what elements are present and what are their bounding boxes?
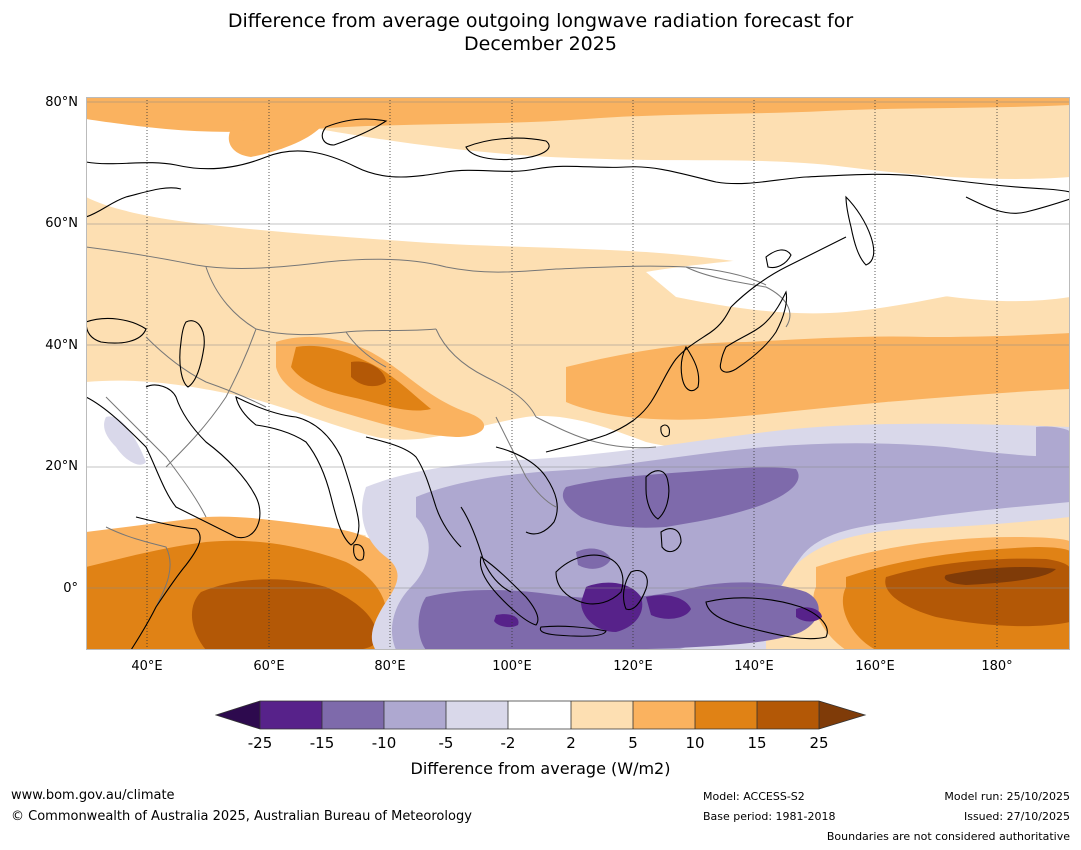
- colorbar: [214, 700, 867, 734]
- anomaly-region-lt-m15: [494, 582, 822, 632]
- website-link[interactable]: www.bom.gov.au/climate: [11, 788, 175, 803]
- colorbar-extend-low: [216, 701, 260, 729]
- country-boundaries: [86, 246, 791, 608]
- lat-label-80n: 80°N: [45, 95, 78, 110]
- lon-label-120e: 120°E: [613, 659, 653, 674]
- map-title: Difference from average outgoing longwav…: [0, 10, 1081, 56]
- olr-anomaly-map: [86, 97, 1070, 650]
- lon-label-160e: 160°E: [855, 659, 895, 674]
- colorbar-svg: [214, 700, 867, 730]
- colorbar-bin-2-5: [571, 701, 633, 729]
- model-run-date: Model run: 25/10/2025: [944, 790, 1070, 803]
- colorbar-tick: 2: [566, 734, 576, 752]
- colorbar-tick: -10: [371, 734, 397, 752]
- colorbar-bin-m2-2: [508, 701, 571, 729]
- colorbar-bin-15-25: [757, 701, 819, 729]
- model-name: Model: ACCESS-S2: [703, 790, 805, 803]
- colorbar-extend-high: [819, 701, 865, 729]
- colorbar-tick: -15: [309, 734, 335, 752]
- colorbar-tick: -25: [247, 734, 273, 752]
- lat-label-equator: 0°: [63, 581, 78, 596]
- lon-label-80e: 80°E: [374, 659, 406, 674]
- colorbar-tick: -5: [438, 734, 454, 752]
- anomaly-region-gt-25: [944, 567, 1056, 585]
- copyright-text: © Commonwealth of Australia 2025, Austra…: [11, 809, 472, 824]
- title-line-1: Difference from average outgoing longwav…: [227, 10, 854, 32]
- colorbar-dividers: [259, 701, 820, 729]
- colorbar-bin-m15-m10: [322, 701, 384, 729]
- lon-label-100e: 100°E: [492, 659, 532, 674]
- colorbar-tick: 15: [747, 734, 767, 752]
- colorbar-bin-m5-m2: [446, 701, 508, 729]
- lat-label-60n: 60°N: [45, 216, 78, 231]
- lon-label-60e: 60°E: [253, 659, 285, 674]
- colorbar-tick: -2: [500, 734, 516, 752]
- map-frame: [86, 97, 1070, 650]
- map-canvas: [86, 97, 1070, 650]
- colorbar-tick: 25: [809, 734, 829, 752]
- issued-date: Issued: 27/10/2025: [963, 810, 1070, 823]
- title-line-2: December 2025: [464, 33, 617, 55]
- colorbar-bin-10-15: [695, 701, 757, 729]
- longitude-gridlines: [146, 97, 998, 650]
- colorbar-label: Difference from average (W/m2): [410, 759, 671, 778]
- lon-label-40e: 40°E: [131, 659, 163, 674]
- lon-label-140e: 140°E: [734, 659, 774, 674]
- lat-label-20n: 20°N: [45, 459, 78, 474]
- colorbar-bin-m10-m5: [384, 701, 446, 729]
- colorbar-tick: 5: [628, 734, 638, 752]
- lat-label-40n: 40°N: [45, 338, 78, 353]
- coastlines: [86, 118, 1070, 650]
- base-period: Base period: 1981-2018: [703, 810, 836, 823]
- lon-label-180: 180°: [981, 659, 1013, 674]
- boundaries-disclaimer: Boundaries are not considered authoritat…: [826, 830, 1070, 843]
- colorbar-tick: 10: [685, 734, 705, 752]
- colorbar-bin-lt-m15: [260, 701, 322, 729]
- colorbar-bin-5-10: [633, 701, 695, 729]
